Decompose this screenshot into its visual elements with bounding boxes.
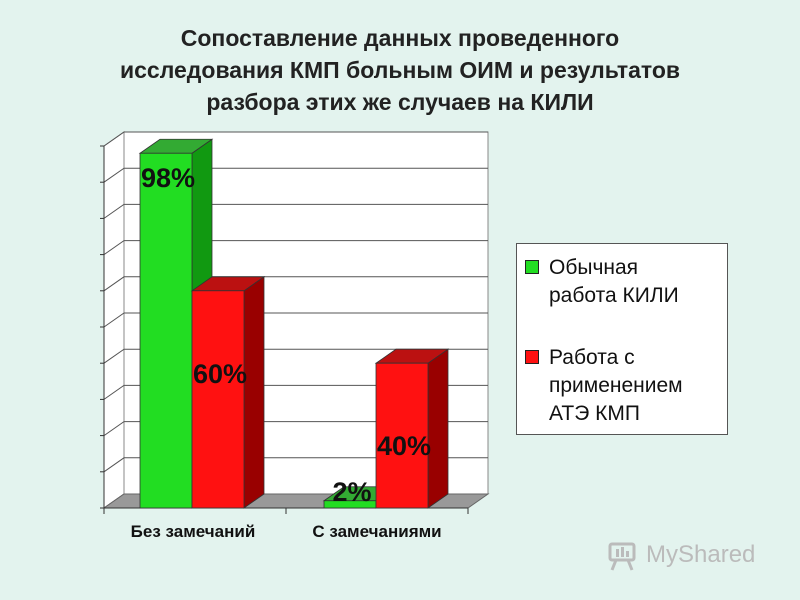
- gridline: [103, 240, 488, 256]
- gridline: [103, 384, 488, 400]
- legend-label-line: АТЭ КМП: [549, 402, 640, 425]
- chart-legend: Обычная работа КИЛИ Работа с применением…: [516, 243, 728, 435]
- gridline: [103, 276, 488, 292]
- legend-label-line: работа КИЛИ: [549, 284, 679, 307]
- legend-label-line: Работа с: [549, 346, 635, 369]
- gridline: [103, 131, 488, 147]
- bar: [191, 290, 245, 509]
- gridline: [103, 348, 488, 364]
- watermark-text: MyShared: [646, 541, 756, 568]
- legend-label-series-1: Обычная работа КИЛИ: [549, 254, 729, 310]
- gridline: [103, 167, 488, 183]
- data-label: 60%: [193, 359, 247, 389]
- bar-side: [427, 348, 449, 509]
- legend-label-series-2: Работа с применением АТЭ КМП: [549, 344, 729, 428]
- category-label: С замечаниями: [312, 522, 441, 541]
- gridline: [103, 457, 488, 473]
- legend-label-line: Обычная: [549, 256, 639, 279]
- data-label: 98%: [141, 163, 195, 193]
- legend-swatch-series-1: [525, 260, 539, 274]
- chart-title: Сопоставление данных проведенного исслед…: [40, 22, 760, 118]
- bar-side: [243, 276, 265, 509]
- myshared-logo-icon: [608, 542, 636, 571]
- title-line-3: разбора этих же случаев на КИЛИ: [206, 89, 594, 115]
- gridline: [103, 421, 488, 437]
- title-line-2: исследования КМП больным ОИМ и результат…: [119, 57, 681, 83]
- watermark: MyShared: [606, 538, 766, 574]
- gridline: [103, 312, 488, 328]
- bar: [375, 362, 429, 509]
- category-label: Без замечаний: [131, 522, 256, 541]
- data-label: 2%: [332, 477, 371, 507]
- legend-swatch-series-2: [525, 350, 539, 364]
- title-line-1: Сопоставление данных проведенного: [180, 25, 620, 51]
- legend-label-line: применением: [549, 374, 683, 397]
- data-label: 40%: [377, 431, 431, 461]
- bar: [139, 152, 193, 509]
- gridline: [103, 203, 488, 219]
